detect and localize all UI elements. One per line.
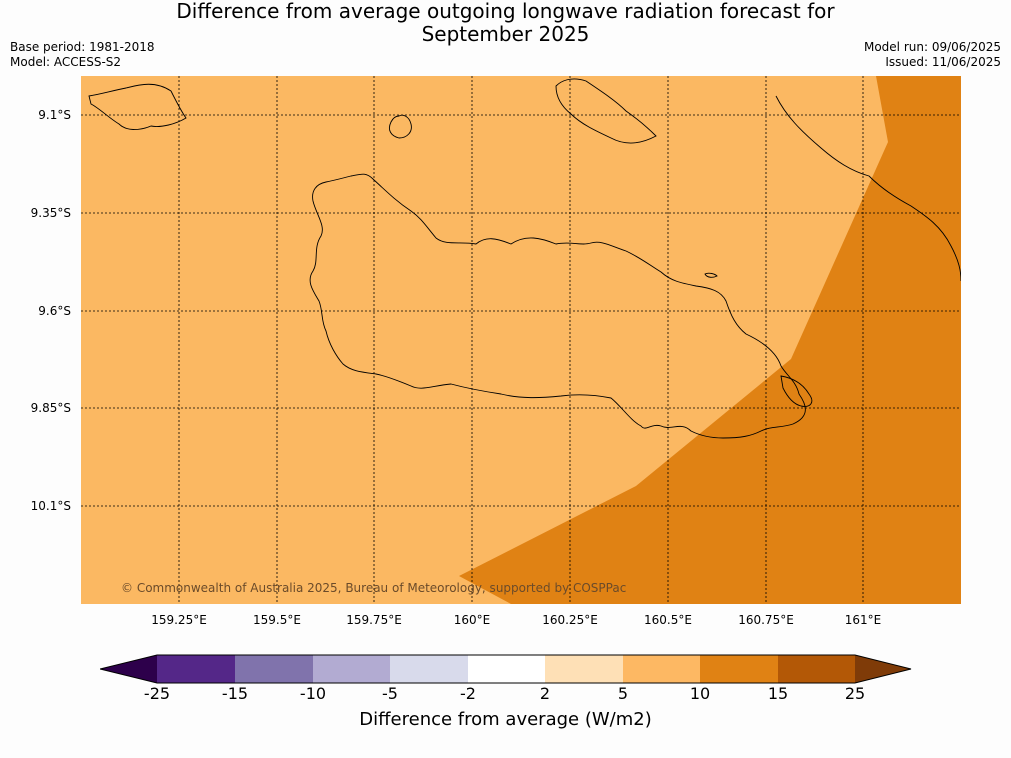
colorbar-segment [700, 655, 778, 683]
colorbar-tick: 2 [539, 684, 551, 703]
title-line-1: Difference from average outgoing longwav… [176, 0, 835, 23]
lat-label: 9.85°S [30, 401, 71, 415]
colorbar-tick: -10 [299, 684, 327, 703]
lat-label: 9.1°S [38, 108, 71, 122]
chart-title: Difference from average outgoing longwav… [0, 0, 1011, 46]
main-island-coast [309, 173, 806, 439]
meta-left: Base period: 1981-2018 Model: ACCESS-S2 [10, 40, 155, 70]
marau-coast [780, 375, 813, 407]
lat-label: 10.1°S [30, 499, 71, 513]
lon-label: 160.25°E [542, 613, 598, 627]
malaita-coast [775, 95, 961, 282]
lon-label: 159.25°E [151, 613, 207, 627]
lon-label: 161°E [844, 613, 882, 627]
meta-right: Model run: 09/06/2025 Issued: 11/06/2025 [864, 40, 1001, 70]
small-island-coast [388, 114, 412, 139]
lat-label: 9.35°S [30, 206, 71, 220]
colorbar-tick: 10 [689, 684, 711, 703]
islet-coast [704, 272, 718, 278]
colorbar-tick: -2 [460, 684, 476, 703]
model-run: Model run: 09/06/2025 [863, 40, 1001, 54]
map-panel: © Commonwealth of Australia 2025, Bureau… [81, 76, 961, 604]
colorbar-segment [157, 655, 235, 683]
colorbar-segment [390, 655, 468, 683]
colorbar-segment [313, 655, 390, 683]
copyright-text: © Commonwealth of Australia 2025, Bureau… [121, 581, 626, 595]
colorbar-segment [778, 655, 855, 683]
colorbar [100, 654, 912, 684]
map-svg: © Commonwealth of Australia 2025, Bureau… [81, 76, 961, 604]
lon-label: 160.75°E [738, 613, 794, 627]
model-name: Model: ACCESS-S2 [10, 55, 122, 69]
colorbar-segment [545, 655, 623, 683]
colorbar-segment [468, 655, 545, 683]
lat-label: 9.6°S [38, 304, 71, 318]
coastlines [88, 78, 961, 439]
colorbar-tick: -5 [382, 684, 398, 703]
lon-label: 160°E [453, 613, 491, 627]
colorbar-label: Difference from average (W/m2) [359, 709, 652, 730]
anomaly-band-10-15 [459, 76, 961, 604]
colorbar-tick: -15 [221, 684, 249, 703]
lon-label: 160.5°E [644, 613, 692, 627]
lon-label: 159.75°E [346, 613, 402, 627]
gridlines [81, 76, 961, 604]
base-period: Base period: 1981-2018 [10, 40, 155, 54]
colorbar-tick: 5 [617, 684, 629, 703]
colorbar-segment [235, 655, 313, 683]
title-line-2: September 2025 [421, 22, 590, 46]
colorbar-segment [100, 655, 157, 683]
colorbar-tick: 25 [844, 684, 866, 703]
colorbar-tick: -25 [143, 684, 171, 703]
lon-label: 159.5°E [253, 613, 301, 627]
colorbar-segment [623, 655, 700, 683]
florida-islands-coast [555, 78, 657, 144]
colorbar-outline [100, 654, 912, 684]
guadalcanal-coast [88, 83, 187, 130]
issued-date: Issued: 11/06/2025 [885, 55, 1001, 69]
colorbar-tick: 15 [767, 684, 789, 703]
colorbar-segment [855, 655, 911, 683]
